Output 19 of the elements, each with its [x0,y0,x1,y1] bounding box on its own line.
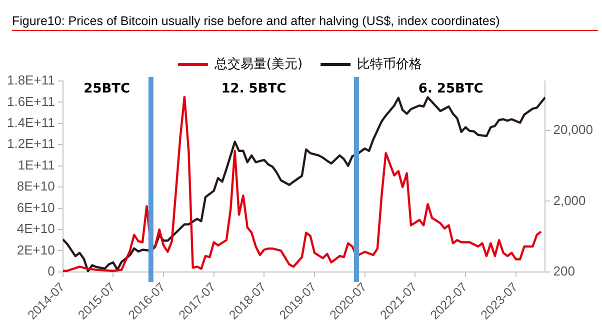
y-tick-label: 1E+11 [18,157,55,172]
legend-label: 总交易量(美元) [213,56,303,72]
y-tick-label: 6E+10 [16,200,55,215]
y-tick-label: 1.8E+11 [6,72,55,88]
y2-tick-label: 20,000 [553,122,594,138]
y-tick-label: 0 [48,264,55,279]
annotation: 12. 5BTC [221,81,286,96]
y-tick-label: 4E+10 [16,221,55,236]
y-tick-label: 2E+10 [16,242,55,258]
chart-title: Figure10: Prices of Bitcoin usually rise before and after halving (US$, index coordinates) [12,14,598,31]
y2-tick-label: 200 [553,264,575,279]
y-tick-label: 1.4E+11 [6,115,55,130]
legend-label: 比特币价格 [357,56,422,72]
y-tick-label: 1.2E+11 [6,136,55,152]
annotation: 25BTC [84,81,130,96]
annotation: 6. 25BTC [418,81,484,96]
y2-tick-label: 2,000 [553,192,586,208]
y-tick-label: 8E+10 [16,178,55,194]
y-tick-label: 1.6E+11 [6,94,55,109]
